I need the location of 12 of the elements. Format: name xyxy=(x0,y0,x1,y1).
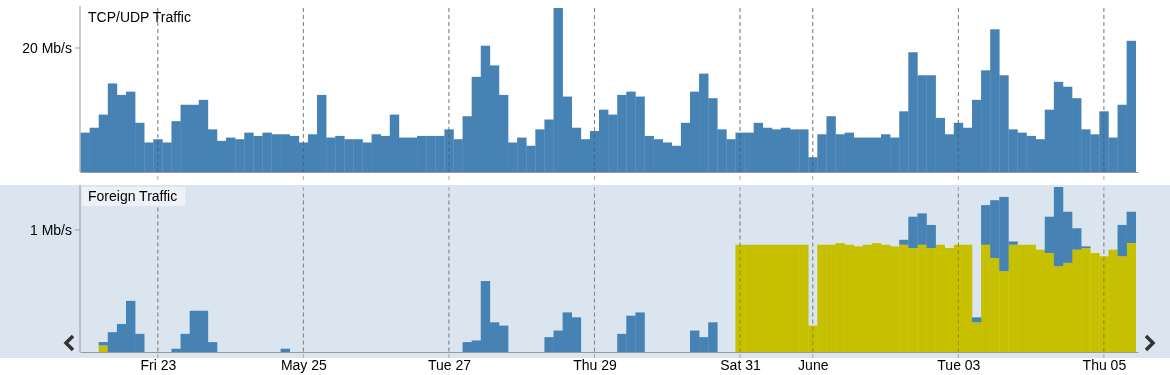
x-tick-label: Sat 31 xyxy=(720,356,761,373)
x-tick-label: May 25 xyxy=(280,356,328,373)
x-tick-label: Thu 29 xyxy=(573,356,617,373)
x-tick-label: Thu 05 xyxy=(1082,356,1127,373)
x-tick-label: June xyxy=(798,356,829,373)
x-tick-label: Tue 27 xyxy=(427,356,472,373)
text: 1 Mb/s xyxy=(29,221,72,238)
x-tick-label: Tue 03 xyxy=(937,356,981,373)
chart-title: Foreign Traffic xyxy=(88,188,178,204)
text: 20 Mb/s xyxy=(22,40,72,57)
chart-title: TCP/UDP Traffic xyxy=(88,9,191,25)
x-tick-label: Fri 23 xyxy=(140,356,177,373)
